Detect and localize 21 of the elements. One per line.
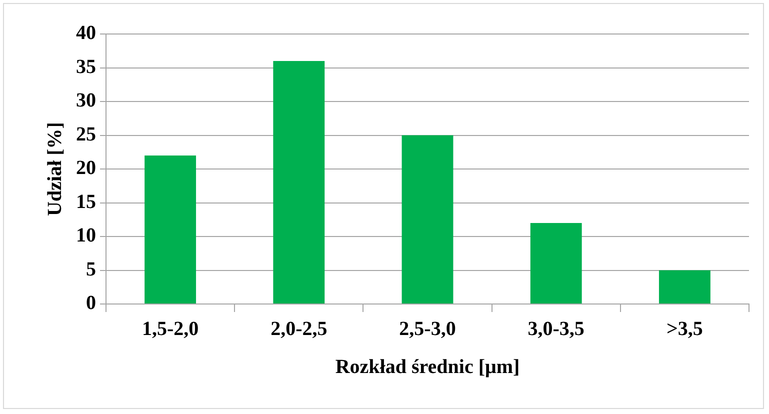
y-tick-label: 25 (76, 123, 96, 146)
x-tick-label: 3,0-3,5 (528, 318, 584, 340)
bar (144, 156, 196, 304)
x-axis-title: Rozkład średnic [μm] (335, 356, 520, 378)
y-tick-label: 15 (76, 190, 96, 213)
x-tick-label: 2,0-2,5 (270, 318, 328, 340)
bar (402, 135, 454, 304)
y-tick-label: 40 (76, 22, 96, 44)
y-tick-label: 35 (76, 56, 96, 78)
bar (658, 270, 710, 304)
bar (530, 223, 582, 304)
x-tick-label: 1,5-2,0 (142, 318, 199, 340)
y-tick-label: 5 (86, 258, 96, 280)
y-axis-title: Udział [%] (44, 122, 66, 216)
bar (273, 61, 325, 304)
x-tick-label: 2,5-3,0 (399, 318, 456, 340)
y-tick-label: 0 (86, 292, 96, 314)
y-tick-label: 20 (76, 157, 96, 180)
x-tick-label: >3,5 (666, 318, 703, 340)
y-tick-label: 10 (76, 224, 96, 247)
y-tick-label: 30 (76, 90, 96, 112)
